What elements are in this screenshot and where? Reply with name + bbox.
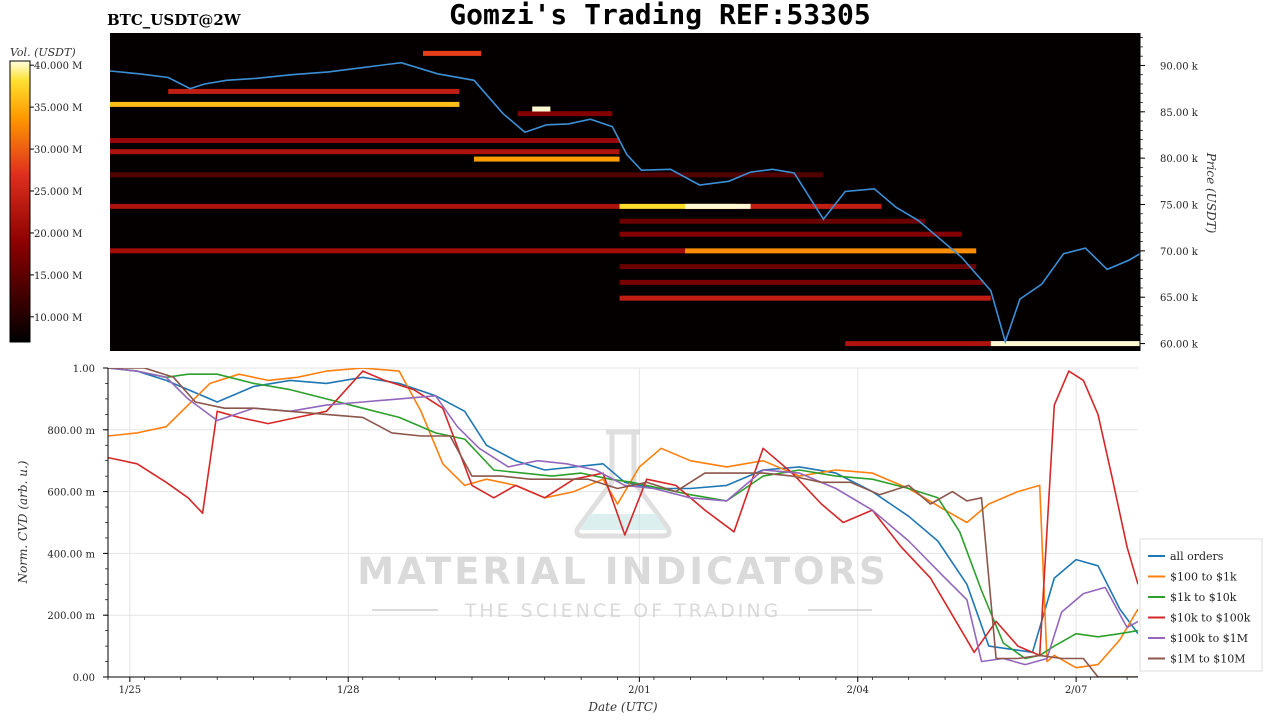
cvd-y-tick-label: 1.00 <box>73 364 95 375</box>
liquidity-band <box>110 172 824 178</box>
liquidity-band <box>110 138 620 144</box>
liquidity-band <box>619 295 991 301</box>
price-tick-label: 85.00 k <box>1160 108 1199 119</box>
cvd-x-tick-label: 2/07 <box>1065 685 1087 696</box>
colorbar-tick-label: 15.000 M <box>34 271 82 282</box>
price-line <box>110 61 1140 345</box>
cvd-x-tick-label: 2/01 <box>628 685 650 696</box>
liquidity-band <box>619 231 962 237</box>
liquidity-band <box>619 203 737 209</box>
legend-label: $100 to $1k <box>1170 571 1237 584</box>
liquidity-band <box>736 203 882 209</box>
cvd-series-line <box>108 368 1138 654</box>
cvd-y-label: Norm. CVD (arb. u.) <box>16 460 30 584</box>
liquidity-band <box>423 50 482 56</box>
symbol-label: BTC_USDT@2W <box>107 11 242 29</box>
liquidity-band <box>110 101 460 107</box>
price-tick-label: 80.00 k <box>1160 154 1199 165</box>
legend-label: $100k to $1M <box>1170 632 1248 645</box>
watermark-subtitle: THE SCIENCE OF TRADING <box>464 600 782 622</box>
cvd-y-tick-label: 0.00 <box>73 673 95 684</box>
price-tick-label: 65.00 k <box>1160 293 1199 304</box>
colorbar-tick-label: 40.000 M <box>34 61 82 72</box>
cvd-x-tick-label: 2/04 <box>847 685 869 696</box>
liquidity-band <box>517 111 613 117</box>
legend-label: all orders <box>1170 550 1224 563</box>
cvd-y-tick-label: 600.00 m <box>47 488 95 499</box>
price-line-layer <box>110 61 1140 345</box>
price-axis-ticks: 90.00 k 85.00 k 80.00 k 75.00 k 70.00 k 65.00… <box>1140 37 1199 351</box>
cvd-series-line <box>108 368 1138 660</box>
colorbar-tick-label: 35.000 M <box>34 103 82 114</box>
price-tick-label: 75.00 k <box>1160 201 1199 212</box>
cvd-axes: 0.00 200.00 m 400.00 m 600.00 m 800.00 m 1.00… <box>47 364 1138 696</box>
liquidity-band <box>532 106 551 112</box>
liquidity-band <box>110 248 686 254</box>
cvd-legend: all orders $100 to $1k $1k to $10k $10k to … <box>1139 538 1263 672</box>
flask-icon <box>574 429 672 539</box>
colorbar-tick-label: 10.000 M <box>34 313 82 324</box>
price-axis-label: Price (USDT) <box>1204 152 1218 234</box>
price-tick-label: 70.00 k <box>1160 247 1199 258</box>
cvd-series-line <box>108 370 1138 657</box>
liquidity-band <box>990 341 1140 347</box>
colorbar-label: Vol. (USDT) <box>10 46 76 59</box>
price-tick-label: 60.00 k <box>1160 340 1199 351</box>
cvd-x-tick-label: 1/25 <box>119 685 141 696</box>
liquidity-band <box>110 203 620 209</box>
cvd-x-label: Date (UTC) <box>587 700 657 714</box>
liquidity-band <box>685 248 977 254</box>
cvd-x-tick-label: 1/28 <box>337 685 359 696</box>
liquidity-band <box>473 156 620 162</box>
colorbar-tick-label: 30.000 M <box>34 145 82 156</box>
liquidity-band <box>110 149 620 155</box>
watermark-title: MATERIAL INDICATORS <box>357 550 888 593</box>
price-tick-label: 90.00 k <box>1160 61 1199 72</box>
legend-label: $1M to $10M <box>1170 653 1246 666</box>
colorbar-tick-label: 20.000 M <box>34 229 82 240</box>
cvd-series-line <box>108 368 1138 677</box>
cvd-lines <box>108 368 1138 677</box>
colorbar <box>9 60 31 343</box>
liquidity-band <box>685 203 751 209</box>
cvd-y-tick-label: 800.00 m <box>47 426 95 437</box>
chart-title: Gomzi's Trading REF:53305 <box>449 0 870 31</box>
cvd-y-tick-label: 400.00 m <box>47 549 95 560</box>
heatmap-background <box>110 33 1140 351</box>
heatmap-bands <box>110 50 1140 347</box>
watermark: MATERIAL INDICATORS THE SCIENCE OF TRADI… <box>357 429 888 622</box>
colorbar-ticks: 40.000 M 35.000 M 30.000 M 25.000 M 20.000 M… <box>30 61 82 324</box>
liquidity-band <box>168 88 460 94</box>
liquidity-band <box>619 218 926 224</box>
legend-label: $1k to $10k <box>1170 591 1237 604</box>
legend-frame <box>1139 538 1263 672</box>
liquidity-band <box>845 341 991 347</box>
legend-label: $10k to $100k <box>1170 612 1251 625</box>
liquidity-band <box>619 264 977 270</box>
liquidity-band <box>619 279 984 285</box>
cvd-y-tick-label: 200.00 m <box>47 611 95 622</box>
colorbar-tick-label: 25.000 M <box>34 187 82 198</box>
